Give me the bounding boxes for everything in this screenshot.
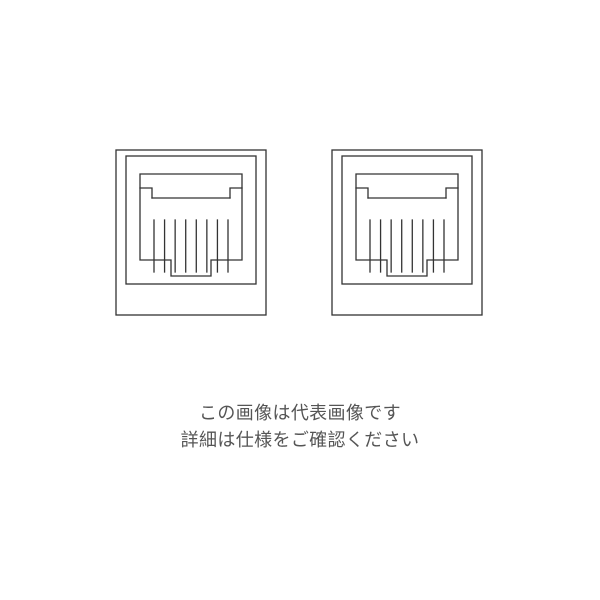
connector-diagram: [0, 0, 600, 600]
caption-line-2: 詳細は仕様をご確認ください: [0, 427, 600, 454]
figure-canvas: この画像は代表画像です 詳細は仕様をご確認ください: [0, 0, 600, 600]
caption-line-1: この画像は代表画像です: [0, 400, 600, 427]
caption-block: この画像は代表画像です 詳細は仕様をご確認ください: [0, 400, 600, 454]
